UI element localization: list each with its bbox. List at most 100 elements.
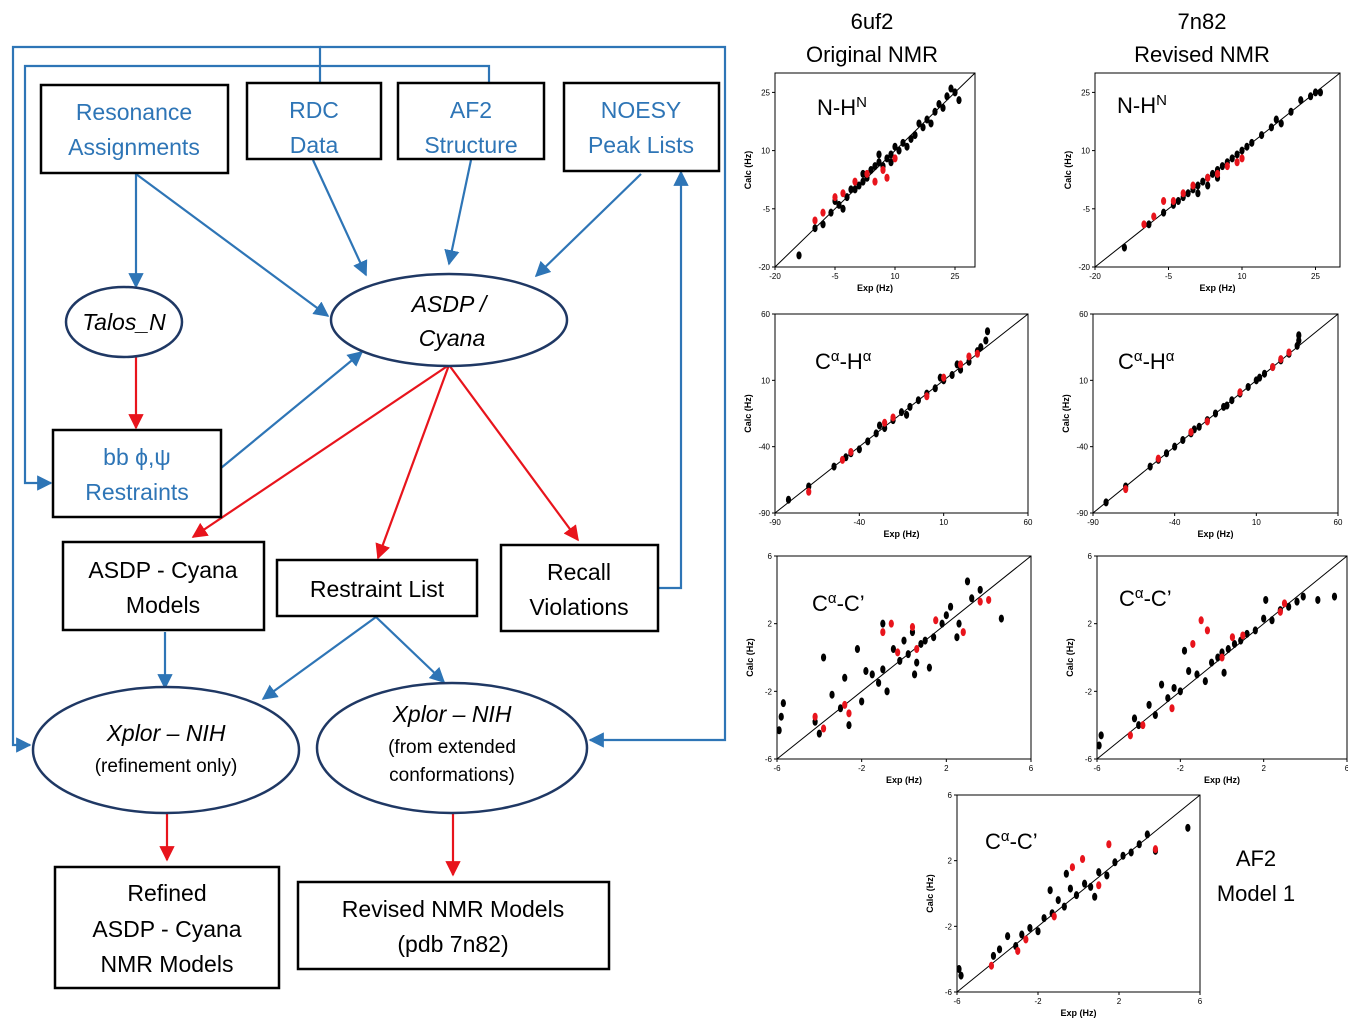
plot-0-point-0-33 — [860, 169, 866, 178]
plot-4-point-1-2 — [842, 700, 848, 709]
plot-4-point-0-15 — [884, 687, 890, 696]
plot-5-point-1-10 — [1281, 599, 1288, 608]
plot-2-ytick-label-0: -90 — [758, 509, 770, 518]
plot-3-point-0-4 — [1163, 449, 1170, 458]
plot-4-point-0-13 — [876, 678, 882, 687]
node-refined-models: Refined ASDP - Cyana NMR Models — [53, 865, 281, 990]
header-right-line1: 7n82 — [1178, 9, 1227, 34]
plot-6-point-1-2 — [1023, 935, 1029, 944]
plot-5-ytick-label-3: 6 — [1088, 552, 1093, 561]
plot-1-point-0-26 — [1175, 197, 1181, 206]
plot-4-point-0-1 — [778, 712, 784, 721]
node-xplor-ext-line1: Xplor – NIH — [392, 701, 512, 727]
plot-3-point-0-2 — [1147, 462, 1153, 471]
plot-0-point-1-2 — [832, 193, 838, 202]
plot-4-point-0-5 — [829, 690, 835, 699]
plot-0-point-0-6 — [844, 193, 850, 202]
plot-3-point-1-7 — [1286, 348, 1292, 357]
plot-0-point-0-29 — [948, 84, 954, 93]
plot-2-point-1-6 — [941, 373, 947, 382]
plot-2-point-1-9 — [974, 349, 981, 358]
plot-6-point-1-8 — [1152, 845, 1159, 854]
plot-4-point-0-19 — [905, 650, 911, 659]
plot-1-point-0-14 — [1229, 154, 1235, 163]
plot-1-point-0-25 — [1317, 88, 1323, 97]
plot-5-point-0-9 — [1177, 687, 1183, 696]
plot-2-point-0-12 — [915, 396, 921, 405]
plot-2-ytick-label-1: -40 — [758, 443, 770, 452]
plot-0-point-1-0 — [812, 216, 818, 225]
plot-5-point-1-2 — [1169, 704, 1175, 713]
plot-5-point-0-10 — [1186, 667, 1192, 676]
plot-6-point-0-19 — [1112, 858, 1118, 867]
plot-5-point-1-8 — [1240, 631, 1246, 640]
plot-1-point-1-1 — [1151, 212, 1157, 221]
plot-4-point-0-2 — [780, 699, 786, 708]
plot-5-xlabel: Exp (Hz) — [1204, 775, 1240, 785]
plot-4-panel-label: Cα-C’ — [812, 590, 865, 617]
plot-0-point-0-16 — [884, 154, 890, 163]
node-resonance-line1: Resonance — [76, 99, 192, 125]
plot-2-point-0-22 — [984, 327, 991, 336]
plot-0-xtick-label-1: -5 — [831, 272, 839, 281]
plot-0-point-0-10 — [860, 177, 866, 186]
plot-2-point-0-16 — [949, 371, 955, 380]
plot-4-point-0-11 — [863, 667, 869, 676]
plot-4-ytick-label-3: 6 — [768, 552, 773, 561]
plot-4-point-0-30 — [964, 577, 971, 586]
plot-5-point-0-8 — [1171, 683, 1177, 692]
plot-5-xtick-label-1: -2 — [1177, 764, 1185, 773]
plot-6-ytick-label-2: 2 — [948, 857, 953, 866]
asdp-to-recall-arrow — [448, 364, 579, 542]
node-revised-models: Revised NMR Models (pdb 7n82) — [296, 880, 611, 971]
plot-5-point-0-30 — [1181, 646, 1188, 655]
plot-5-point-1-1 — [1140, 721, 1146, 730]
plot-5-point-1-4 — [1198, 616, 1204, 625]
plot-2-point-0-14 — [932, 384, 938, 393]
plot-3-point-1-5 — [1270, 363, 1276, 372]
plot-5-point-0-16 — [1225, 645, 1231, 654]
plot-3-point-0-24 — [1224, 401, 1230, 410]
plot-5-point-0-12 — [1202, 677, 1208, 686]
node-revised-line1: Revised NMR Models — [342, 896, 564, 922]
plot-6-point-0-16 — [1088, 882, 1094, 891]
plot-6-point-0-18 — [1104, 871, 1110, 880]
plot-4-point-0-36 — [911, 670, 918, 679]
plot-0-point-0-34 — [876, 150, 882, 159]
plot-0-point-0-21 — [904, 142, 910, 151]
plot-0-panel-label: N-HN — [817, 94, 867, 121]
plot-6-point-1-5 — [1079, 855, 1086, 864]
plot-2-point-0-7 — [873, 429, 879, 438]
node-af2-structure: AF2 Structure — [396, 81, 546, 161]
plot-5-point-0-2 — [1131, 714, 1138, 723]
node-refined-line3: NMR Models — [101, 951, 234, 977]
resonance-to-asdp-arrow — [135, 173, 330, 317]
plot-3-point-0-16 — [1261, 369, 1268, 378]
plot-6-point-0-27 — [1063, 869, 1069, 878]
node-rdc-line1: RDC — [289, 97, 339, 123]
plot-5-point-0-0 — [1096, 741, 1102, 750]
plot-0-point-0-36 — [908, 134, 914, 143]
plot-2-ytick-label-3: 60 — [761, 310, 770, 319]
plot-4-point-0-0 — [776, 726, 782, 735]
plot-2-point-0-0 — [785, 495, 792, 504]
plot-0-point-0-13 — [872, 162, 878, 171]
plot-4-point-1-0 — [812, 712, 818, 721]
plot-6-point-1-6 — [1096, 881, 1102, 890]
plot-3-xtick-label-2: 10 — [1252, 518, 1261, 527]
plot-6-point-0-26 — [1047, 886, 1053, 895]
plot-0-ytick-label-3: 25 — [761, 88, 770, 97]
plot-5-point-0-21 — [1261, 614, 1267, 623]
plot-1-xtick-label-1: -5 — [1165, 272, 1173, 281]
plot-4-point-0-16 — [890, 645, 897, 654]
plot-1-point-0-10 — [1210, 169, 1216, 178]
plot-6: -6 -2 2 6 -6 -2 2 6 Exp (Hz) Calc (Hz) Cα-C’ — [925, 791, 1203, 1018]
plot-5-point-1-0 — [1127, 731, 1133, 740]
plot-0-point-0-24 — [924, 115, 930, 124]
plot-0-point-0-1 — [812, 224, 818, 233]
plot-5-point-0-4 — [1146, 700, 1152, 709]
node-restraint-list-label: Restraint List — [310, 576, 445, 602]
plot-6-point-0-8 — [1035, 927, 1041, 936]
plot-5-point-0-24 — [1286, 602, 1292, 611]
plot-4-point-1-5 — [888, 619, 894, 628]
